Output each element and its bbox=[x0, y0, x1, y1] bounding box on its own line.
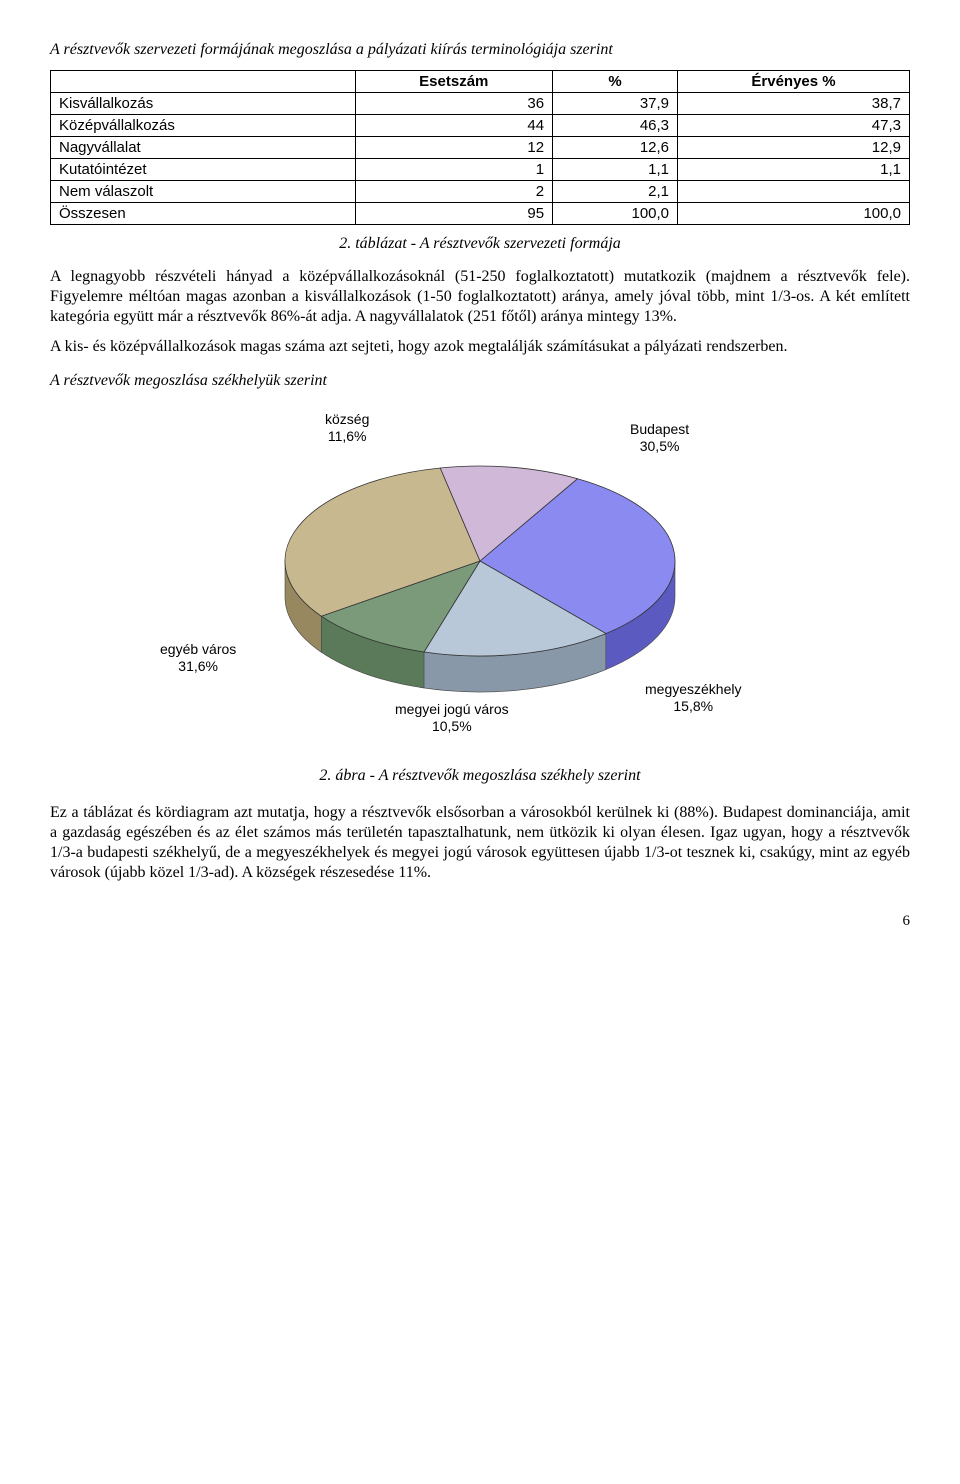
cell-pct: 37,9 bbox=[553, 93, 678, 115]
cell-valid: 47,3 bbox=[678, 115, 910, 137]
table-row: Középvállalkozás4446,347,3 bbox=[51, 115, 910, 137]
pie-label-pct: 11,6% bbox=[325, 428, 369, 445]
doc-title: A résztvevők szervezeti formájának megos… bbox=[50, 40, 910, 60]
pie-label-name: megyei jogú város bbox=[395, 701, 509, 718]
pie-label: Budapest30,5% bbox=[630, 421, 689, 455]
cell-count: 2 bbox=[355, 181, 553, 203]
cell-count: 95 bbox=[355, 203, 553, 225]
paragraph-1: A legnagyobb részvételi hányad a középvá… bbox=[50, 267, 910, 327]
th-pct: % bbox=[553, 71, 678, 93]
cell-pct: 2,1 bbox=[553, 181, 678, 203]
org-form-table: Esetszám % Érvényes % Kisvállalkozás3637… bbox=[50, 70, 910, 225]
cell-count: 12 bbox=[355, 137, 553, 159]
page-number: 6 bbox=[50, 913, 910, 930]
paragraph-3: Ez a táblázat és kördiagram azt mutatja,… bbox=[50, 803, 910, 883]
th-valid: Érvényes % bbox=[678, 71, 910, 93]
cell-valid: 100,0 bbox=[678, 203, 910, 225]
table-row: Nagyvállalat1212,612,9 bbox=[51, 137, 910, 159]
pie-label-pct: 31,6% bbox=[160, 658, 236, 675]
table-row: Nem válaszolt22,1 bbox=[51, 181, 910, 203]
pie-label-pct: 10,5% bbox=[395, 718, 509, 735]
cell-pct: 46,3 bbox=[553, 115, 678, 137]
table-header-row: Esetszám % Érvényes % bbox=[51, 71, 910, 93]
cell-pct: 12,6 bbox=[553, 137, 678, 159]
cell-pct: 100,0 bbox=[553, 203, 678, 225]
th-blank bbox=[51, 71, 356, 93]
cell-count: 36 bbox=[355, 93, 553, 115]
pie-label-name: megyeszékhely bbox=[645, 681, 742, 698]
cell-label: Összesen bbox=[51, 203, 356, 225]
pie-label: megyeszékhely15,8% bbox=[645, 681, 742, 715]
pie-label-name: község bbox=[325, 411, 369, 428]
cell-valid: 1,1 bbox=[678, 159, 910, 181]
pie-label-pct: 15,8% bbox=[645, 698, 742, 715]
pie-label-name: egyéb város bbox=[160, 641, 236, 658]
pie-label-name: Budapest bbox=[630, 421, 689, 438]
th-count: Esetszám bbox=[355, 71, 553, 93]
pie-label: község11,6% bbox=[325, 411, 369, 445]
table-row: Összesen95100,0100,0 bbox=[51, 203, 910, 225]
cell-valid: 12,9 bbox=[678, 137, 910, 159]
cell-label: Középvállalkozás bbox=[51, 115, 356, 137]
cell-label: Nagyvállalat bbox=[51, 137, 356, 159]
cell-valid: 38,7 bbox=[678, 93, 910, 115]
chart-caption: 2. ábra - A résztvevők megoszlása székhe… bbox=[50, 767, 910, 785]
paragraph-2: A kis- és középvállalkozások magas száma… bbox=[50, 337, 910, 357]
cell-valid bbox=[678, 181, 910, 203]
cell-label: Kisvállalkozás bbox=[51, 93, 356, 115]
pie-label-pct: 30,5% bbox=[630, 438, 689, 455]
section-subtitle: A résztvevők megoszlása székhelyük szeri… bbox=[50, 371, 910, 391]
table-row: Kutatóintézet11,11,1 bbox=[51, 159, 910, 181]
cell-label: Kutatóintézet bbox=[51, 159, 356, 181]
pie-chart: Budapest30,5% megyeszékhely15,8% megyei jo… bbox=[160, 411, 800, 751]
table-caption: 2. táblázat - A résztvevők szervezeti fo… bbox=[50, 235, 910, 253]
cell-count: 1 bbox=[355, 159, 553, 181]
pie-label: egyéb város31,6% bbox=[160, 641, 236, 675]
cell-pct: 1,1 bbox=[553, 159, 678, 181]
cell-label: Nem válaszolt bbox=[51, 181, 356, 203]
table-row: Kisvállalkozás3637,938,7 bbox=[51, 93, 910, 115]
cell-count: 44 bbox=[355, 115, 553, 137]
pie-label: megyei jogú város10,5% bbox=[395, 701, 509, 735]
